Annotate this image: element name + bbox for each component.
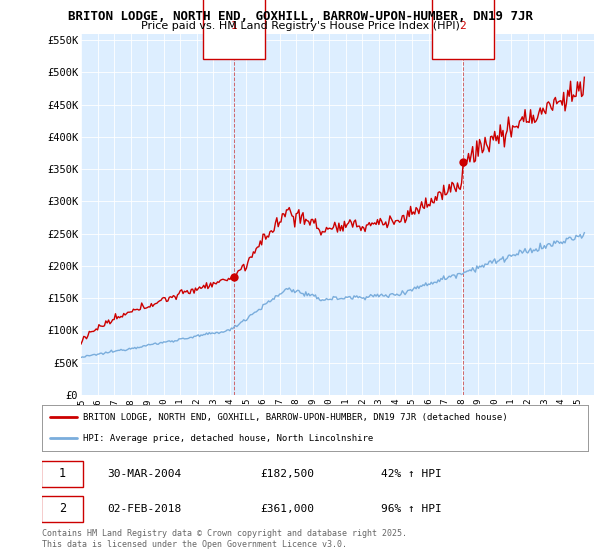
Text: 2: 2 bbox=[460, 21, 466, 31]
Text: BRITON LODGE, NORTH END, GOXHILL, BARROW-UPON-HUMBER, DN19 7JR (detached house): BRITON LODGE, NORTH END, GOXHILL, BARROW… bbox=[83, 413, 508, 422]
Text: 96% ↑ HPI: 96% ↑ HPI bbox=[380, 504, 441, 514]
Text: £182,500: £182,500 bbox=[260, 469, 314, 479]
Text: BRITON LODGE, NORTH END, GOXHILL, BARROW-UPON-HUMBER, DN19 7JR: BRITON LODGE, NORTH END, GOXHILL, BARROW… bbox=[67, 10, 533, 23]
FancyBboxPatch shape bbox=[41, 496, 83, 521]
Text: £361,000: £361,000 bbox=[260, 504, 314, 514]
Text: 1: 1 bbox=[59, 468, 66, 480]
FancyBboxPatch shape bbox=[41, 461, 83, 487]
Text: 30-MAR-2004: 30-MAR-2004 bbox=[107, 469, 182, 479]
Text: Contains HM Land Registry data © Crown copyright and database right 2025.
This d: Contains HM Land Registry data © Crown c… bbox=[42, 529, 407, 549]
Text: HPI: Average price, detached house, North Lincolnshire: HPI: Average price, detached house, Nort… bbox=[83, 434, 373, 443]
Text: 2: 2 bbox=[59, 502, 66, 515]
Text: 02-FEB-2018: 02-FEB-2018 bbox=[107, 504, 182, 514]
Text: 42% ↑ HPI: 42% ↑ HPI bbox=[380, 469, 441, 479]
Text: 1: 1 bbox=[230, 21, 238, 31]
Text: Price paid vs. HM Land Registry's House Price Index (HPI): Price paid vs. HM Land Registry's House … bbox=[140, 21, 460, 31]
